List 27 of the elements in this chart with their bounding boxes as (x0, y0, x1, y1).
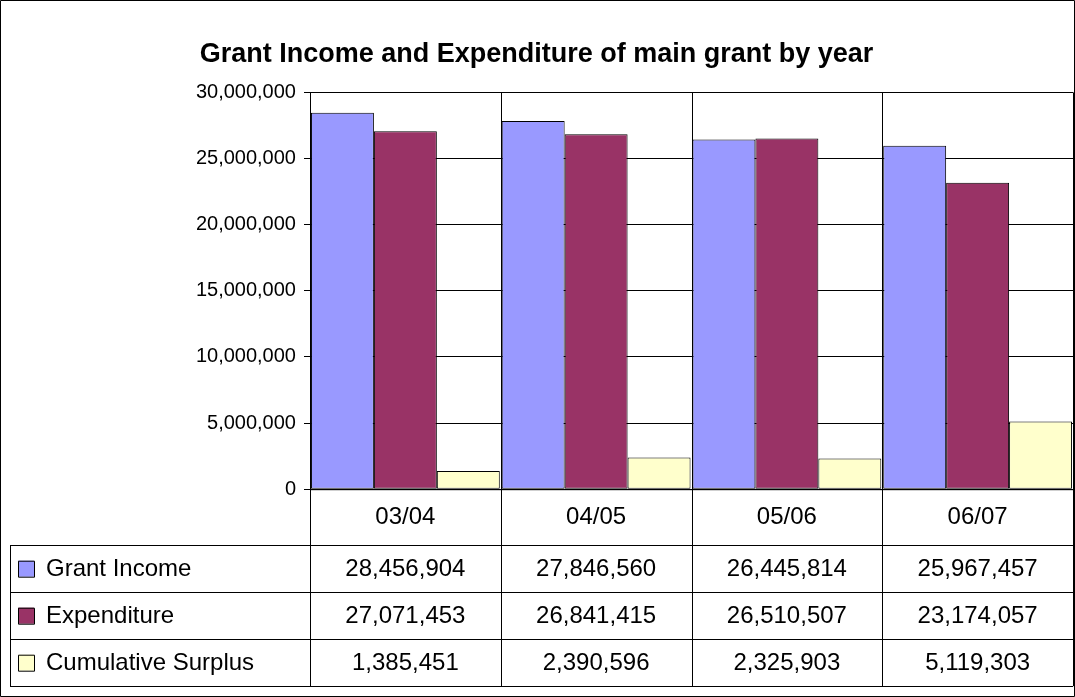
data-label: 27,071,453 (345, 601, 466, 629)
legend-label: Cumulative Surplus (46, 648, 255, 676)
chart-title: Grant Income and Expenditure of main grant by year (199, 37, 874, 68)
data-label: 28,456,904 (345, 554, 466, 582)
y-tick-label: 25,000,000 (195, 146, 296, 169)
data-label: 27,846,560 (536, 554, 657, 582)
data-label: 5,119,303 (925, 648, 1031, 676)
x-tick-label: 04/05 (566, 502, 627, 530)
data-label: 1,385,451 (351, 648, 459, 676)
data-label: 26,445,814 (726, 554, 847, 582)
data-label: 26,510,507 (726, 601, 847, 629)
y-tick-label: 15,000,000 (195, 278, 296, 301)
x-tick-label: 03/04 (375, 502, 436, 530)
legend-label: Grant Income (46, 554, 192, 582)
y-tick-label: 0 (284, 476, 296, 499)
y-tick-label: 30,000,000 (195, 79, 296, 102)
legend-label: Expenditure (46, 601, 175, 629)
data-label: 26,841,415 (536, 601, 657, 629)
data-label: 25,967,457 (917, 554, 1038, 582)
y-tick-label: 5,000,000 (207, 410, 296, 433)
data-label: 23,174,057 (917, 601, 1038, 629)
y-tick-label: 20,000,000 (195, 212, 296, 235)
y-tick-label: 10,000,000 (195, 344, 296, 367)
data-label: 2,325,903 (733, 648, 841, 676)
data-label: 2,390,596 (542, 648, 650, 676)
x-tick-label: 06/07 (947, 502, 1008, 530)
x-tick-label: 05/06 (756, 502, 817, 530)
